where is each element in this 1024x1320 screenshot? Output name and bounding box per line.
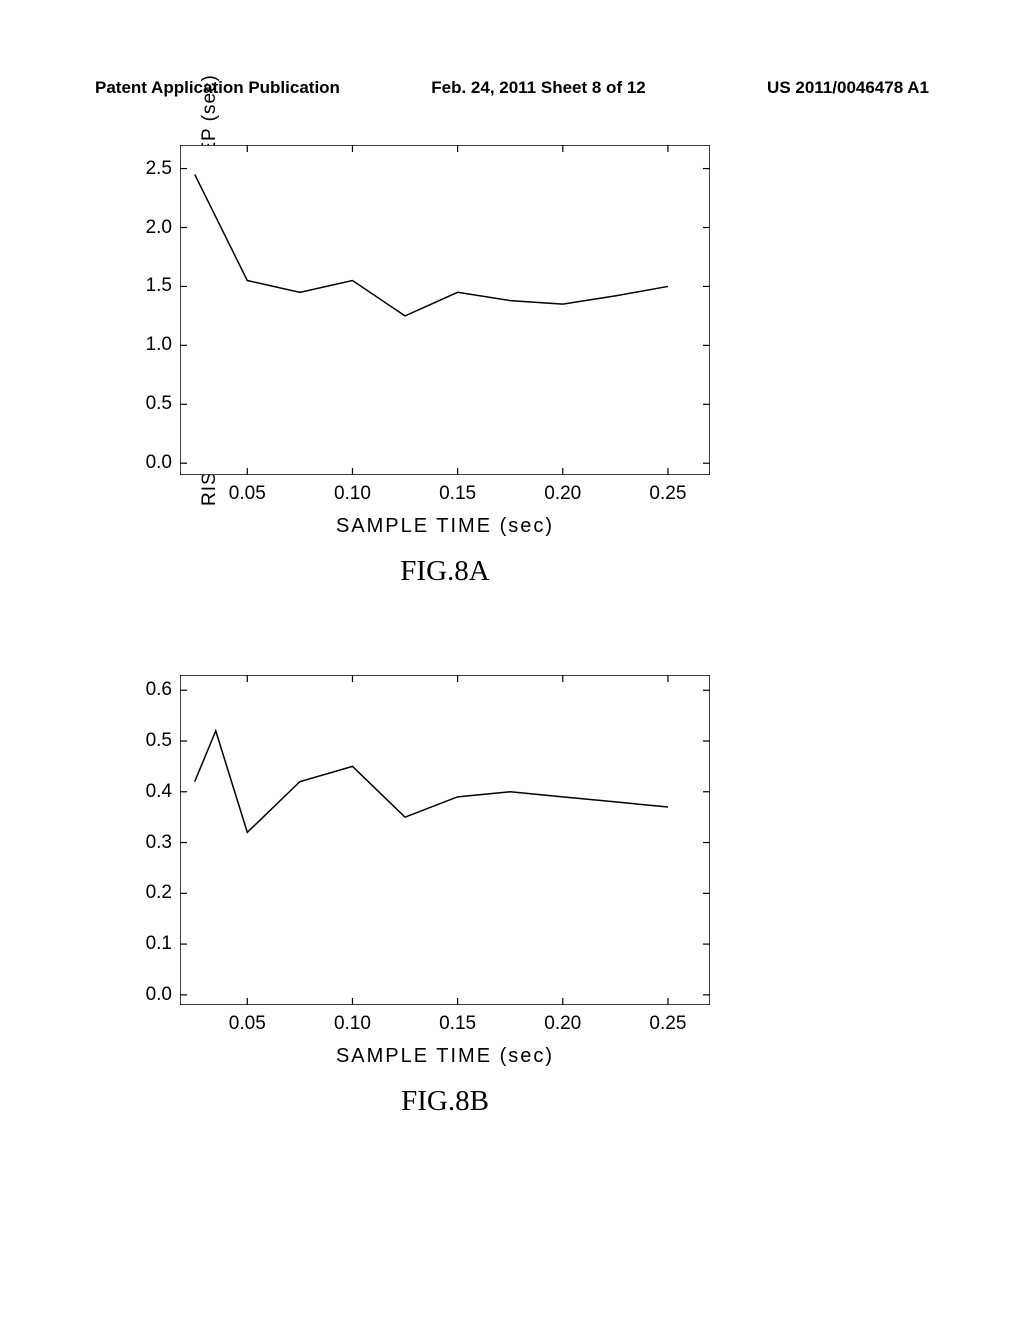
chart-b: RMS POSITION ERROR (mm) 0.050.100.150.20…: [180, 675, 710, 1005]
chart-b-xtick-label: 0.10: [334, 1013, 371, 1035]
chart-a-xtick-label: 0.20: [544, 483, 581, 505]
chart-b-ytick-label: 0.4: [146, 781, 172, 803]
chart-a: RISETIME TO 9mm AFTER 10mm STEP (sec) 0.…: [180, 145, 710, 475]
chart-a-xtick-label: 0.15: [439, 483, 476, 505]
chart-b-ytick-label: 0.2: [146, 882, 172, 904]
chart-b-xtick-label: 0.25: [649, 1013, 686, 1035]
chart-b-data-line: [195, 731, 668, 833]
chart-b-ytick-label: 0.1: [146, 933, 172, 955]
chart-b-ytick-label: 0.6: [146, 679, 172, 701]
chart-a-figure-label: FIG.8A: [400, 555, 489, 588]
header-center: Feb. 24, 2011 Sheet 8 of 12: [310, 78, 767, 98]
chart-b-xlabel: SAMPLE TIME (sec): [336, 1045, 554, 1068]
header-right: US 2011/0046478 A1: [767, 78, 929, 98]
chart-b-ytick-label: 0.3: [146, 832, 172, 854]
chart-a-ytick-label: 0.0: [146, 452, 172, 474]
chart-a-data-line: [195, 174, 668, 315]
chart-a-xtick-label: 0.05: [229, 483, 266, 505]
chart-b-xtick-label: 0.20: [544, 1013, 581, 1035]
chart-b-xtick-label: 0.15: [439, 1013, 476, 1035]
chart-a-xtick-label: 0.10: [334, 483, 371, 505]
chart-a-xlabel: SAMPLE TIME (sec): [336, 515, 554, 538]
chart-b-figure-label: FIG.8B: [401, 1085, 489, 1118]
chart-a-plot: 0.050.100.150.200.250.00.51.01.52.02.5SA…: [180, 145, 710, 475]
chart-a-ytick-label: 2.0: [146, 217, 172, 239]
chart-b-plot: 0.050.100.150.200.250.00.10.20.30.40.50.…: [180, 675, 710, 1005]
chart-b-ytick-label: 0.5: [146, 730, 172, 752]
chart-a-ytick-label: 1.5: [146, 275, 172, 297]
chart-b-svg: [180, 675, 710, 1005]
chart-a-ytick-label: 2.5: [146, 158, 172, 180]
chart-a-xtick-label: 0.25: [649, 483, 686, 505]
chart-b-ytick-label: 0.0: [146, 984, 172, 1006]
chart-b-xtick-label: 0.05: [229, 1013, 266, 1035]
chart-a-ytick-label: 1.0: [146, 334, 172, 356]
page-header: Patent Application Publication Feb. 24, …: [0, 78, 1024, 98]
chart-a-svg: [180, 145, 710, 475]
chart-a-ytick-label: 0.5: [146, 393, 172, 415]
